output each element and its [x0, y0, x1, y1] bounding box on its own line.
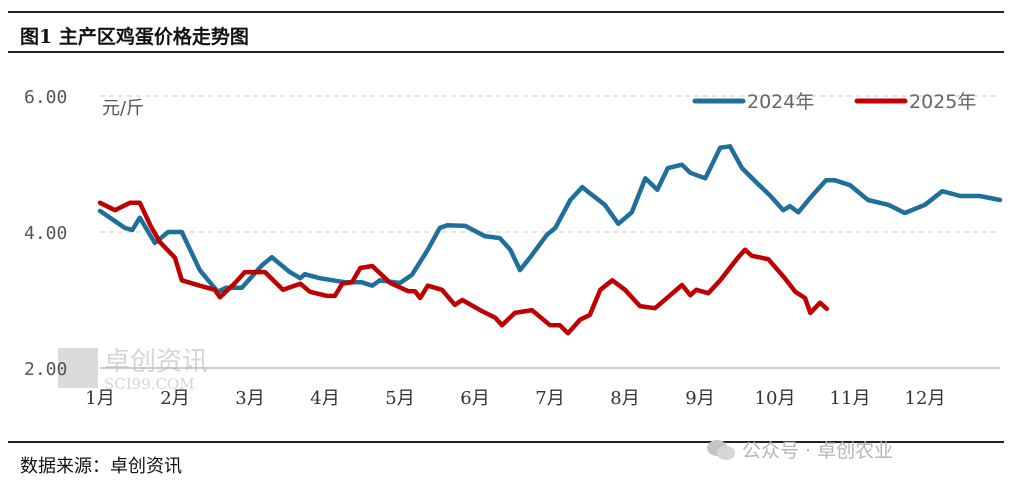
x-tick-label: 9月 [685, 388, 714, 409]
wechat-watermark-text: 公众号 · 卓创农业 [742, 440, 894, 462]
legend-label: 2024年 [747, 91, 814, 113]
y-tick-label: 4.00 [24, 223, 67, 244]
y-tick-label: 6.00 [24, 87, 67, 108]
x-tick-label: 8月 [610, 388, 639, 409]
legend-label: 2025年 [909, 91, 976, 113]
x-tick-label: 10月 [755, 388, 796, 409]
figure-title: 图1 主产区鸡蛋价格走势图 [20, 26, 249, 48]
x-tick-label: 12月 [905, 388, 946, 409]
top-rule [8, 11, 1004, 13]
watermark-name: 卓创资讯 [104, 347, 208, 377]
legend-item-2025: 2025年 [854, 91, 976, 113]
x-tick-label: 3月 [235, 388, 264, 409]
chart-watermark: 卓创资讯 SCI99.COM [58, 347, 208, 393]
wechat-watermark: 公众号 · 卓创农业 [706, 436, 893, 463]
wechat-icon [707, 439, 735, 460]
watermark-domain: SCI99.COM [104, 375, 195, 393]
x-tick-label: 6月 [460, 388, 489, 409]
title-rule [8, 51, 1004, 53]
series-line-2025 [97, 200, 830, 336]
x-tick-label: 5月 [385, 388, 414, 409]
y-axis-unit: 元/斤 [102, 98, 144, 119]
watermark-logo [58, 348, 98, 388]
x-tick-label: 1月 [85, 388, 114, 409]
footer-top-rule [8, 441, 1004, 443]
x-tick-label: 2月 [160, 388, 189, 409]
x-tick-label: 7月 [535, 388, 564, 409]
data-source: 数据来源：卓创资讯 [20, 456, 182, 477]
legend-item-2024: 2024年 [692, 91, 814, 113]
x-tick-label: 11月 [830, 388, 871, 409]
series-line-2024 [97, 144, 1003, 295]
y-tick-label: 2.00 [24, 359, 67, 380]
x-tick-label: 4月 [310, 388, 339, 409]
